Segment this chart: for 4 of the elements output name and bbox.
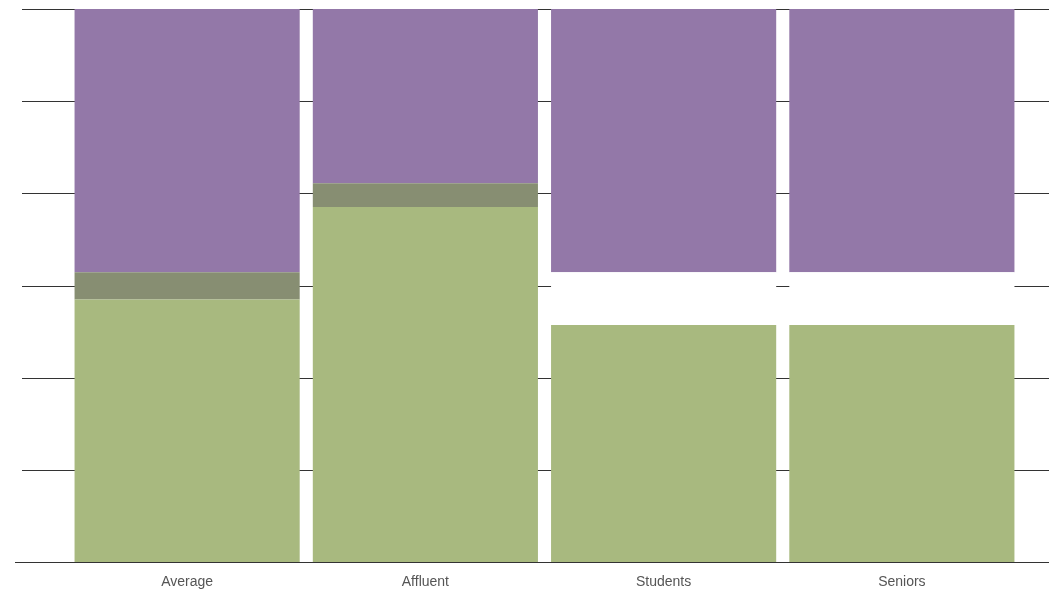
x-tick-label: Average	[161, 573, 214, 590]
x-tick-label: Seniors	[878, 573, 926, 590]
x-tick-label: Affluent	[401, 573, 450, 590]
x-tick-label: Students	[635, 573, 692, 590]
